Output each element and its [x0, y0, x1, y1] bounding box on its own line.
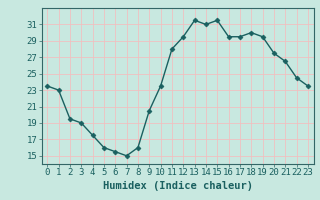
X-axis label: Humidex (Indice chaleur): Humidex (Indice chaleur) — [103, 181, 252, 191]
